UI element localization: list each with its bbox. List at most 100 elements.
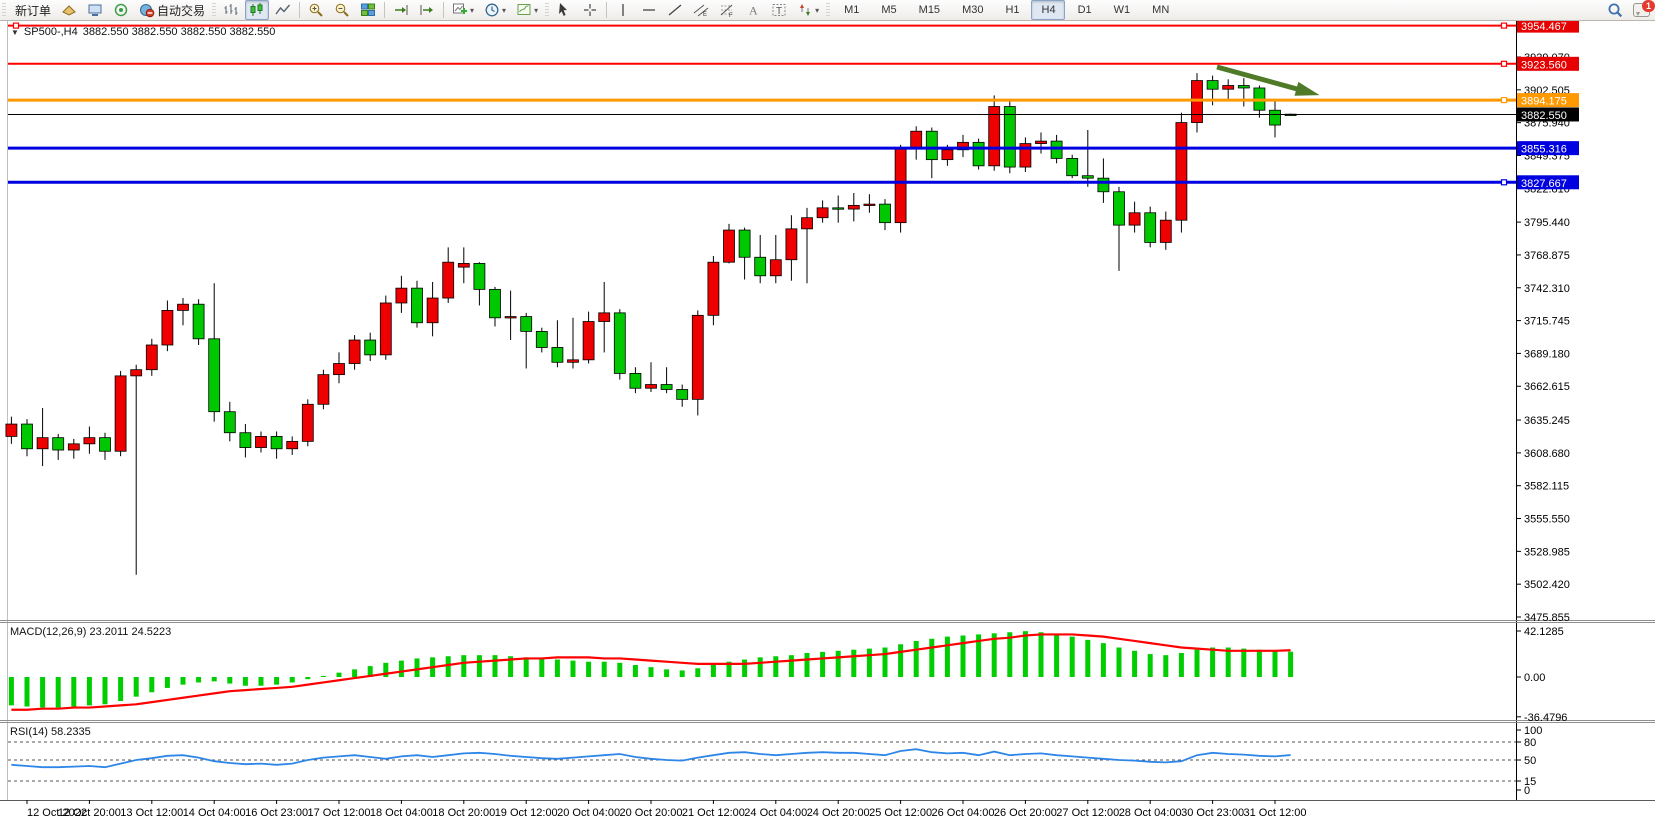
crosshair-icon[interactable] (578, 0, 602, 20)
chat-icon[interactable]: 1 (1629, 0, 1655, 20)
period-m30-label: M30 (962, 4, 984, 16)
hline-drag-handle[interactable] (1500, 179, 1508, 186)
svg-text:F: F (729, 13, 733, 18)
hline-drag-handle[interactable] (1500, 97, 1508, 104)
text-label-icon[interactable]: T (767, 0, 791, 20)
price-axis-tick-label: 3555.550 (1524, 514, 1570, 526)
periodicity-icon[interactable]: ▾ (480, 0, 510, 20)
macd-histogram-bar (882, 647, 888, 677)
dropdown-caret-icon[interactable]: ▾ (815, 5, 820, 15)
macd-histogram-bar (492, 655, 498, 677)
candle-body (551, 347, 564, 363)
candle-body (348, 339, 361, 364)
period-m30[interactable]: M30 (951, 0, 992, 20)
macd-histogram-bar (944, 636, 950, 677)
svg-text:T: T (776, 6, 782, 17)
period-mn[interactable]: MN (1141, 0, 1178, 20)
dropdown-caret-icon[interactable]: ▾ (470, 5, 475, 15)
candle-body (598, 312, 611, 322)
candle-body (723, 229, 735, 263)
template-glyph-icon (516, 2, 532, 18)
signal-glyph-icon (113, 2, 129, 18)
period-m15[interactable]: M15 (908, 0, 949, 20)
candle-body (847, 204, 860, 210)
macd-axis-label: -36.4796 (1524, 712, 1567, 724)
trend-arrow-annotation[interactable] (1216, 64, 1309, 95)
zoomin-glyph-icon (308, 2, 324, 18)
candle-body (988, 106, 1001, 167)
auto-trading-button[interactable]: 自动交易 (135, 0, 209, 20)
dropdown-caret-icon[interactable]: ▾ (502, 5, 507, 15)
trendline-icon[interactable] (663, 0, 687, 20)
equidistant-channel-icon[interactable]: E (689, 0, 713, 20)
period-m5[interactable]: M5 (870, 0, 905, 20)
candle-chart-icon[interactable] (245, 0, 270, 20)
macd-histogram-bar (742, 659, 748, 677)
candle-body (239, 432, 252, 448)
candle-body (910, 130, 923, 149)
candle-body (161, 309, 174, 346)
zoomout-glyph-icon (334, 2, 350, 18)
auto-scroll-icon[interactable] (389, 0, 413, 20)
tile-windows-icon[interactable] (356, 0, 380, 20)
candle-body (1113, 191, 1125, 226)
macd-histogram-bar (476, 655, 482, 677)
time-axis-label: 12 Oct 2022 (27, 807, 87, 819)
candle-body (21, 423, 33, 450)
period-d1[interactable]: D1 (1067, 0, 1101, 20)
macd-histogram-bar (1178, 652, 1184, 677)
terminal-icon[interactable] (83, 0, 107, 20)
candle-body (1222, 85, 1235, 90)
hline-drag-handle[interactable] (1500, 60, 1508, 67)
time-axis-label: 21 Oct 12:00 (682, 807, 745, 819)
candle-body (941, 149, 954, 161)
chart-shift-icon[interactable] (415, 0, 439, 20)
arrows-icon[interactable]: ▾ (793, 0, 823, 20)
macd-histogram-bar (866, 648, 872, 677)
horizontal-line-icon[interactable] (637, 0, 661, 20)
line-chart-icon[interactable] (271, 0, 295, 20)
rsi-axis-label: 80 (1524, 737, 1536, 749)
ea-wizard-icon[interactable] (57, 0, 81, 20)
time-axis-label: 24 Oct 04:00 (744, 807, 807, 819)
period-w1[interactable]: W1 (1103, 0, 1140, 20)
candle-body (1066, 158, 1079, 177)
hline-drag-handle[interactable] (12, 22, 20, 29)
candle-body (36, 437, 49, 450)
search-icon[interactable] (1603, 0, 1627, 20)
zoom-in-icon[interactable] (304, 0, 328, 20)
chart-canvas[interactable]: 3929.0703902.5053875.9403849.3753822.810… (0, 20, 1655, 823)
fibonacci-icon[interactable]: F (715, 0, 739, 20)
macd-histogram-bar (1038, 632, 1044, 677)
period-h4[interactable]: H4 (1030, 0, 1065, 20)
signal-icon[interactable] (109, 0, 133, 20)
new-order-button[interactable]: 新订单 (9, 0, 55, 20)
textT-glyph-icon: T (771, 2, 787, 18)
candle-body (504, 316, 517, 319)
cursor-glyph-icon (556, 2, 572, 18)
candle-body (333, 363, 345, 376)
templates-icon[interactable]: ▾ (512, 0, 542, 20)
macd-histogram-bar (352, 669, 358, 677)
time-axis-label: 12 Oct 20:00 (58, 807, 121, 819)
candle-body (801, 217, 813, 230)
bar-chart-icon[interactable] (219, 0, 243, 20)
macd-histogram-bar (289, 677, 295, 683)
dropdown-caret-icon[interactable]: ▾ (534, 5, 539, 15)
toolbar-grip (212, 3, 217, 17)
zoom-out-icon[interactable] (330, 0, 354, 20)
text-icon[interactable]: A (741, 0, 765, 20)
vertical-line-icon[interactable] (611, 0, 635, 20)
channel-glyph-icon: E (693, 2, 709, 18)
hline-drag-handle[interactable] (1500, 22, 1508, 29)
macd-histogram-bar (1116, 647, 1122, 677)
macd-histogram-bar (929, 638, 935, 677)
new-chart-icon[interactable]: ▾ (448, 0, 478, 20)
toolbar-separator (443, 2, 445, 18)
macd-histogram-bar (1241, 648, 1247, 677)
cursor-icon[interactable] (552, 0, 576, 20)
macd-histogram-bar (102, 677, 108, 705)
period-h1[interactable]: H1 (994, 0, 1028, 20)
period-m1[interactable]: M1 (833, 0, 868, 20)
macd-histogram-bar (71, 677, 77, 707)
